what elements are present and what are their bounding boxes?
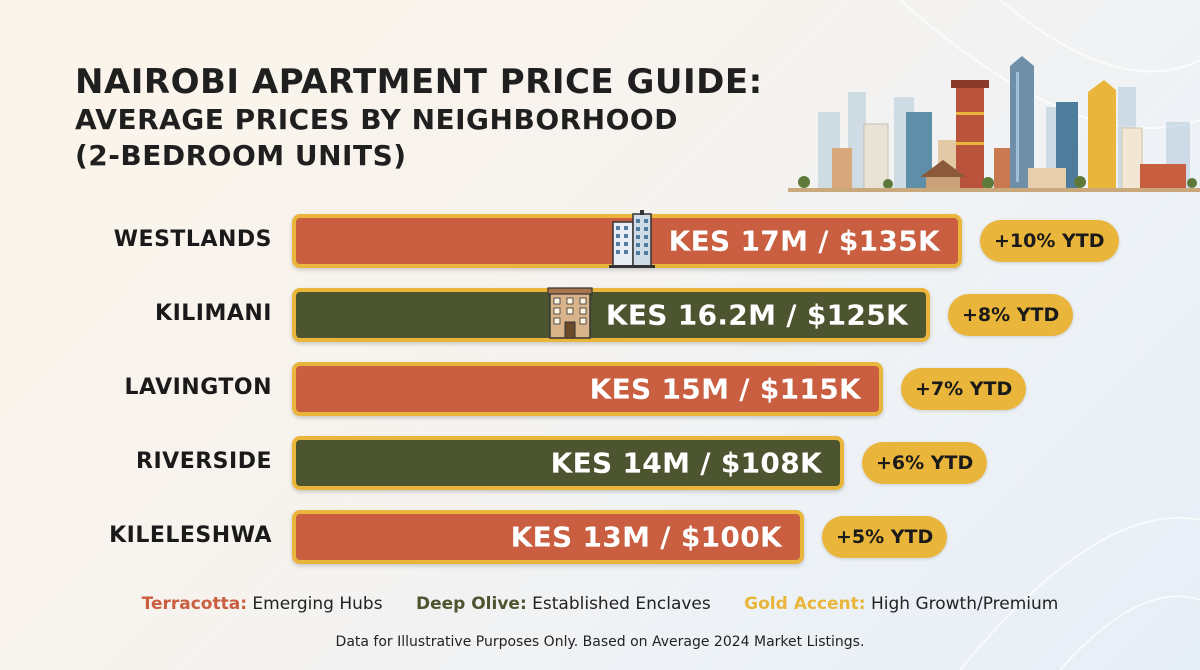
chart-title: NAIROBI APARTMENT PRICE GUIDE: AVERAGE P… [75,62,763,174]
category-label-westlands: WESTLANDS [113,227,272,252]
category-label-lavington: LAVINGTON [124,375,272,400]
category-label-riverside: RIVERSIDE [136,449,272,474]
bar-value-label-lavington: KES 15M / $115K [589,372,861,406]
legend-key-gold: Gold Accent: [744,594,866,614]
title-line-1: NAIROBI APARTMENT PRICE GUIDE: [75,62,763,102]
ytd-badge-kileleshwa: +5% YTD [822,516,948,558]
title-line-3: (2-BEDROOM UNITS) [75,139,407,172]
legend-desc-olive: Established Enclaves [532,594,711,614]
legend-item-terracotta: Terracotta: Emerging Hubs [142,594,383,614]
legend-desc-gold: High Growth/Premium [870,594,1059,614]
legend-item-gold: Gold Accent: High Growth/Premium [744,594,1058,614]
legend-desc-terracotta: Emerging Hubs [252,594,383,614]
bar-kileleshwa: KES 13M / $100K [292,510,804,564]
ytd-badge-kilimani: +8% YTD [948,294,1074,336]
ytd-badge-riverside: +6% YTD [862,442,988,484]
title-line-2: AVERAGE PRICES BY NEIGHBORHOOD [75,103,678,136]
apartment-building-icon [544,286,596,344]
bar-value-label-westlands: KES 17M / $135K [668,224,940,258]
category-label-kilimani: KILIMANI [155,301,272,326]
legend: Terracotta: Emerging Hubs Deep Olive: Es… [0,594,1200,614]
category-label-kileleshwa: KILELESHWA [109,523,272,548]
ytd-badge-westlands: +10% YTD [980,220,1119,262]
bar-westlands: KES 17M / $135K [292,210,962,268]
legend-item-olive: Deep Olive: Established Enclaves [416,594,711,614]
nairobi-skyline-illustration [788,56,1200,192]
bar-kilimani: KES 16.2M / $125K [292,286,930,344]
skyscraper-icon [607,210,659,272]
ytd-badge-lavington: +7% YTD [901,368,1027,410]
bar-value-label-kilimani: KES 16.2M / $125K [605,298,908,332]
bar-lavington: KES 15M / $115K [292,362,883,416]
legend-key-terracotta: Terracotta: [141,594,248,614]
bar-value-label-kileleshwa: KES 13M / $100K [510,520,782,554]
bar-value-label-riverside: KES 14M / $108K [550,446,822,480]
footnote: Data for Illustrative Purposes Only. Bas… [335,634,865,650]
bar-riverside: KES 14M / $108K [292,436,844,490]
legend-key-olive: Deep Olive: [415,594,527,614]
